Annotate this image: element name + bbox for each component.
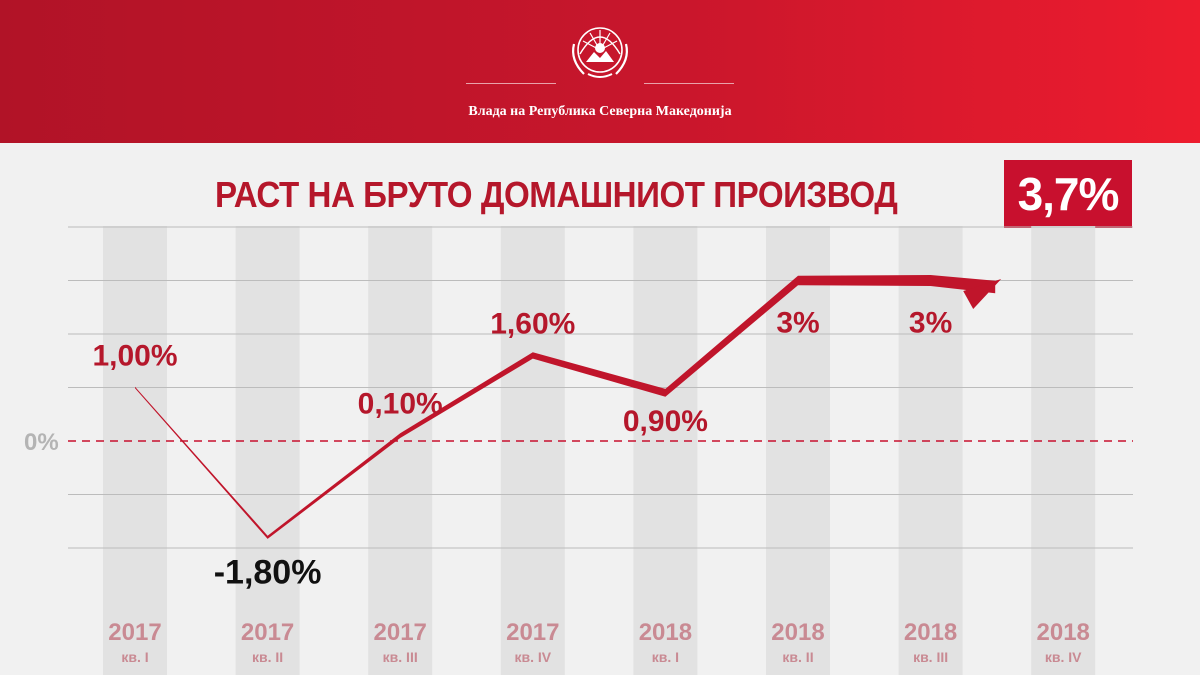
year-tick-label: 2017 [108, 619, 161, 646]
series-line [135, 275, 996, 539]
category-band [898, 226, 963, 675]
quarter-tick-label: кв. I [121, 649, 148, 665]
category-band [235, 226, 300, 675]
coat-of-arms-icon [572, 27, 628, 78]
trend-arrowhead [963, 279, 1002, 310]
quarter-tick-label: кв. III [913, 649, 948, 665]
category-band [633, 226, 698, 675]
data-label: 3% [909, 307, 952, 340]
category-band [766, 226, 830, 675]
header-divider-left [466, 83, 556, 84]
quarter-tick-label: кв. II [782, 649, 813, 665]
year-tick-label: 2017 [241, 619, 294, 646]
category-band [368, 226, 433, 675]
zero-axis-label: 0% [24, 429, 59, 456]
government-name: Влада на Република Северна Македонија [468, 104, 732, 119]
year-tick-label: 2018 [771, 619, 824, 646]
year-tick-label: 2018 [904, 619, 957, 646]
data-label: 0,90% [623, 405, 708, 438]
category-band [1031, 226, 1096, 675]
category-band [103, 226, 167, 675]
data-label: 1,00% [92, 340, 177, 373]
data-label: 0,10% [358, 388, 443, 421]
quarter-tick-label: кв. IV [1045, 649, 1082, 665]
quarter-tick-label: кв. II [252, 649, 283, 665]
category-band [500, 226, 565, 675]
year-tick-label: 2018 [639, 619, 692, 646]
year-tick-label: 2017 [374, 619, 427, 646]
header-banner: Влада на Република Северна Македонија [0, 0, 1200, 143]
quarter-tick-label: кв. I [652, 649, 679, 665]
year-tick-label: 2017 [506, 619, 559, 646]
data-label: 3% [776, 307, 819, 340]
quarter-tick-label: кв. III [383, 649, 418, 665]
quarter-tick-label: кв. IV [514, 649, 551, 665]
data-label: -1,80% [214, 553, 322, 591]
header-divider-right [644, 83, 734, 84]
headline-growth-badge: 3,7% [1004, 160, 1132, 228]
chart-title: РАСТ НА БРУТО ДОМАШНИОТ ПРОИЗВОД [215, 174, 898, 215]
data-label: 1,60% [490, 307, 575, 340]
year-tick-label: 2018 [1037, 619, 1090, 646]
